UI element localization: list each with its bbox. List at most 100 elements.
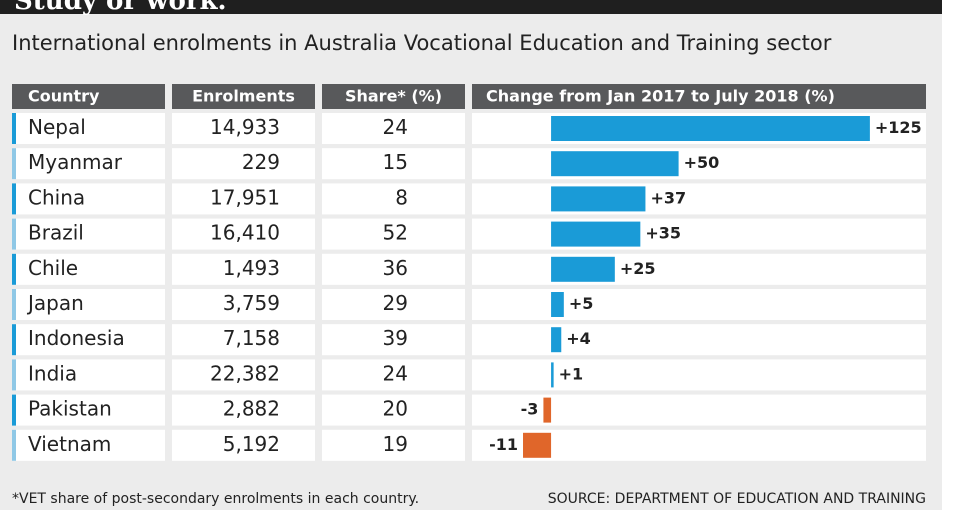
header-cell: [322, 84, 465, 109]
value-label: +35: [645, 224, 681, 243]
cell: [12, 289, 165, 320]
value-label: +125: [875, 118, 922, 137]
bar: [543, 397, 552, 423]
cell: [12, 394, 165, 426]
cell: [472, 359, 926, 391]
value-label: +37: [650, 188, 686, 207]
cell: [322, 394, 465, 426]
row-accent: [12, 394, 16, 426]
bar: [551, 186, 646, 212]
chart-title: International enrolments in Australia Vo…: [12, 31, 832, 55]
cell: [172, 113, 315, 144]
bar: [551, 116, 870, 141]
cell: [472, 183, 926, 215]
cell: [322, 183, 465, 215]
cell: [322, 218, 465, 250]
country: Vietnam: [28, 432, 111, 456]
country: Chile: [28, 256, 78, 280]
cell: [472, 394, 926, 426]
cell: [172, 218, 315, 250]
country: Japan: [26, 291, 84, 315]
header-cell: [172, 84, 315, 109]
country: China: [28, 185, 85, 209]
cell: [322, 253, 465, 285]
share: 29: [383, 291, 408, 315]
cell: [322, 148, 465, 180]
value-label: -3: [521, 400, 539, 419]
enrolments: 2,882: [223, 397, 280, 421]
bar: [551, 221, 641, 247]
value-label: +25: [620, 259, 656, 278]
cell: [322, 289, 465, 320]
cell: [172, 324, 315, 356]
row-accent: [12, 148, 16, 180]
header-cell: [12, 84, 165, 109]
country: India: [28, 361, 77, 385]
cell: [322, 113, 465, 144]
cell: [12, 359, 165, 391]
row-accent: [12, 113, 16, 144]
cell: [172, 359, 315, 391]
cell: [12, 218, 165, 250]
cell: [172, 429, 315, 461]
footnote: *VET share of post-secondary enrolments …: [12, 491, 419, 507]
source: SOURCE: DEPARTMENT OF EDUCATION AND TRAI…: [548, 491, 926, 507]
kicker: Study or work.: [14, 0, 227, 16]
cell: [322, 429, 465, 461]
cell: [472, 289, 926, 320]
bar: [551, 362, 554, 388]
cell: [322, 359, 465, 391]
share: 36: [383, 256, 408, 280]
top-banner: [0, 0, 942, 14]
column-header: Share* (%): [345, 87, 442, 106]
cell: [472, 148, 926, 180]
header-cell: [472, 84, 926, 109]
column-header: Change from Jan 2017 to July 2018 (%): [486, 87, 835, 106]
enrolments: 17,951: [210, 185, 280, 209]
country: Nepal: [28, 115, 86, 139]
cell: [12, 113, 165, 144]
share: 15: [383, 150, 408, 174]
enrolments: 14,933: [210, 115, 280, 139]
share: 8: [395, 185, 408, 209]
row-accent: [12, 183, 16, 215]
share: 39: [383, 326, 408, 350]
cell: [172, 253, 315, 285]
cell: [12, 183, 165, 215]
cell: [12, 148, 165, 180]
country: Myanmar: [28, 150, 123, 174]
enrolments: 7,158: [223, 326, 280, 350]
row-accent: [12, 289, 16, 320]
row-accent: [12, 324, 16, 356]
country: Pakistan: [28, 397, 112, 421]
cell: [172, 148, 315, 180]
bar: [551, 292, 564, 317]
enrolments: 1,493: [223, 256, 280, 280]
enrolments: 22,382: [210, 361, 280, 385]
share: 19: [383, 432, 408, 456]
cell: [472, 253, 926, 285]
enrolments: 16,410: [210, 221, 280, 245]
country: Indonesia: [28, 326, 125, 350]
cell: [172, 183, 315, 215]
bar: [551, 151, 679, 177]
cell: [12, 429, 165, 461]
row-accent: [12, 429, 16, 461]
bar: [523, 432, 552, 458]
cell: [12, 324, 165, 356]
cell: [322, 324, 465, 356]
row-accent: [12, 218, 16, 250]
share: 24: [383, 115, 408, 139]
cell: [472, 218, 926, 250]
row-accent: [12, 359, 16, 391]
share: 24: [383, 361, 408, 385]
value-label: -11: [489, 435, 518, 454]
share: 20: [383, 397, 408, 421]
enrolments: 229: [242, 150, 280, 174]
bar: [551, 256, 615, 282]
column-header: Country: [28, 87, 100, 106]
value-label: +1: [559, 364, 584, 383]
cell: [472, 324, 926, 356]
column-header: Enrolments: [192, 87, 295, 106]
